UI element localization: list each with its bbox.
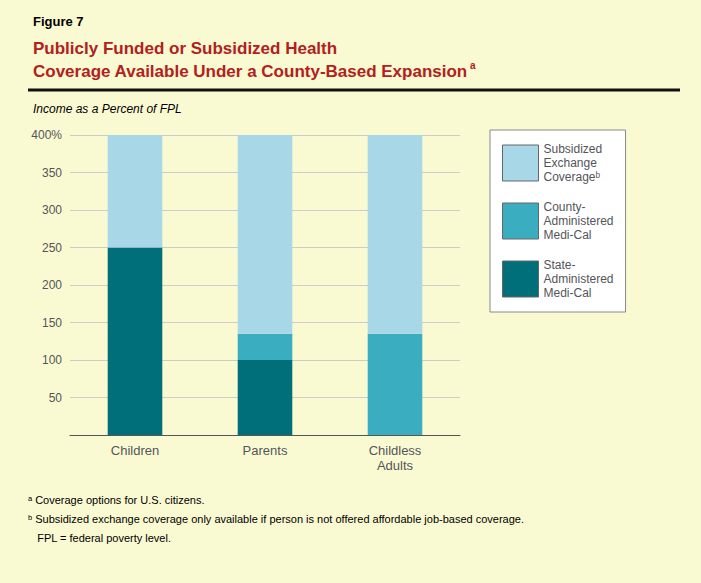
svg-text:Medi-Cal: Medi-Cal — [544, 228, 592, 242]
svg-text:Administered: Administered — [544, 214, 614, 228]
svg-text:350: 350 — [42, 166, 62, 180]
svg-text:Medi-Cal: Medi-Cal — [544, 286, 592, 300]
svg-text:State-: State- — [544, 258, 576, 272]
svg-text:Parents: Parents — [243, 443, 288, 458]
svg-text:Exchange: Exchange — [544, 156, 598, 170]
svg-text:Publicly Funded or Subsidized: Publicly Funded or Subsidized Health — [33, 39, 337, 58]
svg-text:Administered: Administered — [544, 272, 614, 286]
svg-text:50: 50 — [49, 391, 63, 405]
svg-text:300: 300 — [42, 203, 62, 217]
svg-text:Subsidized: Subsidized — [544, 142, 603, 156]
svg-text:150: 150 — [42, 316, 62, 330]
svg-text:Adults: Adults — [377, 458, 414, 473]
svg-text:ᵃ Coverage options for U.S. ci: ᵃ Coverage options for U.S. citizens. — [28, 494, 205, 506]
svg-text:Coverage Available Under a Cou: Coverage Available Under a County-Based … — [33, 62, 467, 81]
svg-text:Figure 7: Figure 7 — [33, 14, 84, 29]
svg-text:250: 250 — [42, 241, 62, 255]
svg-text:100: 100 — [42, 353, 62, 367]
svg-text:Childless: Childless — [369, 443, 422, 458]
svg-text:County-: County- — [544, 200, 586, 214]
svg-text:FPL = federal poverty level.: FPL = federal poverty level. — [28, 532, 171, 544]
svg-text:ᵇ Subsidized exchange coverage: ᵇ Subsidized exchange coverage only avai… — [28, 513, 524, 525]
svg-text:Children: Children — [111, 443, 159, 458]
svg-text:200: 200 — [42, 278, 62, 292]
svg-text:a: a — [470, 60, 476, 71]
svg-text:400%: 400% — [31, 128, 62, 142]
svg-text:Coverageᵇ: Coverageᵇ — [544, 170, 601, 184]
svg-text:Income as a Percent of FPL: Income as a Percent of FPL — [33, 102, 182, 116]
